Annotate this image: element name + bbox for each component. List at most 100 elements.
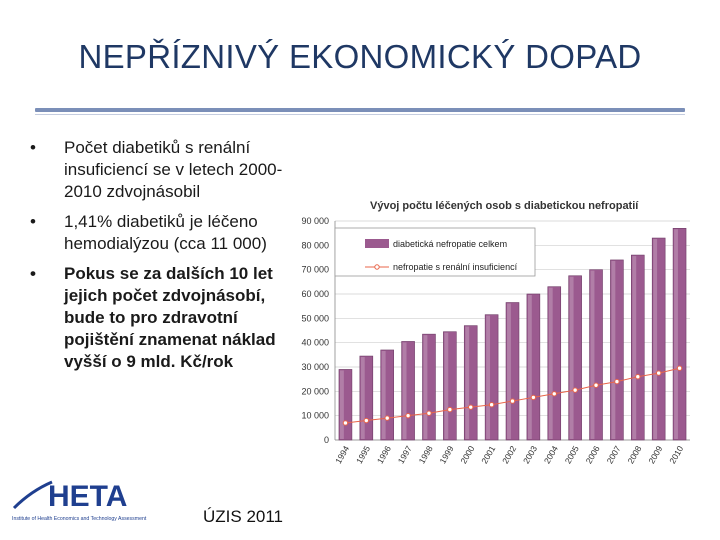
line-point [342,420,349,426]
legend-line-label: nefropatie s renální insuficiencí [393,262,518,272]
line-point [593,382,599,388]
chart: Vývoj počtu léčených osob s diabetickou … [301,200,690,466]
line-point [676,365,683,371]
bar-highlight [653,239,658,439]
bar-highlight [339,370,344,439]
source-label: ÚZIS 2011 [203,507,284,526]
x-tick-label: 2006 [584,444,602,466]
line-point [488,402,495,408]
bar [631,254,645,441]
x-tick-label: 1998 [417,444,435,466]
bar [463,325,478,441]
bullet-text: Pokus se za dalších 10 let jejich počet … [64,264,276,371]
line-point [655,370,662,376]
x-tick-label: 2004 [542,444,560,466]
y-tick-label: 30 000 [301,362,329,372]
bar [651,237,666,441]
x-tick-label: 2003 [521,444,539,466]
slide-title: NEPŘÍZNIVÝ EKONOMICKÝ DOPAD [78,38,642,75]
bullet-icon: • [30,212,36,231]
x-tick-label: 1996 [375,444,393,466]
x-tick-label: 2007 [605,444,623,466]
bar [443,331,457,441]
bar-highlight [402,342,407,439]
line-point [572,387,578,393]
bar-highlight [507,303,511,439]
line-point [384,415,390,421]
bar [505,302,520,441]
bar-highlight [381,350,386,439]
y-tick-label: 10 000 [301,411,329,421]
y-tick-label: 50 000 [301,313,329,323]
bar-highlight [527,295,532,439]
bar [526,293,541,441]
x-tick-label: 2005 [563,444,581,466]
line-point [530,394,537,401]
bar-highlight [611,260,616,439]
bar-highlight [632,256,637,439]
title-divider [35,108,685,112]
logo-wordmark: HETA [48,480,127,513]
bar-highlight [548,287,553,439]
bar-highlight [590,270,595,439]
bar [610,259,624,441]
heta-logo: HETA Institute of Health Economics and T… [12,480,147,522]
legend-box [334,227,536,277]
x-tick-label: 2001 [479,444,497,466]
bar [484,314,499,441]
y-tick-label: 40 000 [301,338,329,348]
y-tick-label: 80 000 [301,240,329,250]
bars [338,227,687,441]
bullet-item: • Pokus se za dalších 10 let jejich počet… [28,263,290,373]
bar-highlight [465,326,470,439]
bar-highlight [674,229,678,439]
y-tick-label: 20 000 [301,386,329,396]
x-tick-label: 2008 [625,444,643,466]
bar-highlight [486,315,491,439]
bar-highlight [444,332,449,439]
line-point [405,412,411,419]
line-point [635,374,641,380]
bullet-list: • Počet diabetiků s renální insuficiencí … [28,137,290,381]
bar-highlight [569,276,574,439]
bullet-item: • 1,41% diabetiků je léčeno hemodialýzou … [28,211,290,255]
line-point [614,378,620,385]
title-divider-thin [35,114,685,115]
bullet-text: Počet diabetiků s renální insuficiencí s… [64,138,283,201]
y-tick-label: 0 [324,435,329,445]
chart-title: Vývoj počtu léčených osob s diabetickou … [370,200,639,212]
line-point [509,398,516,404]
y-tick-label: 70 000 [301,265,329,275]
line-point [447,406,453,413]
line-point [468,404,474,410]
legend-bar-label: diabetická nefropatie celkem [393,239,507,249]
bullet-item: • Počet diabetiků s renální insuficiencí … [28,137,290,203]
bullet-icon: • [30,138,36,157]
bar [547,286,562,441]
x-tick-label: 1997 [396,444,414,466]
x-tick-label: 1999 [437,444,455,466]
x-tick-label: 2009 [646,444,664,466]
bullet-text: 1,41% diabetiků je léčeno hemodialýzou (… [64,212,267,253]
x-tick-label: 2010 [667,444,685,466]
y-tick-label: 90 000 [301,216,329,226]
line-point [426,410,432,416]
line-point [551,391,557,397]
bar [589,269,603,441]
bar [359,355,374,441]
line-series [342,365,683,426]
bar-highlight [360,357,365,439]
x-tick-label: 2002 [500,444,518,466]
x-tick-label: 2000 [458,444,476,466]
x-axis: 1994 1995 1996 1997 1998 1999 2000 2001 2002 2003… [333,444,685,466]
chart-legend: diabetická nefropatie celkem nefropatie … [334,227,536,277]
legend-line-marker [374,264,380,270]
bar [672,227,687,441]
legend-bar-swatch [365,239,389,248]
bar [568,275,582,441]
line-point [363,417,370,424]
x-tick-label: 1994 [333,444,351,466]
y-tick-label: 60 000 [301,289,329,299]
x-tick-label: 1995 [354,444,372,466]
bar-highlight [423,335,428,439]
